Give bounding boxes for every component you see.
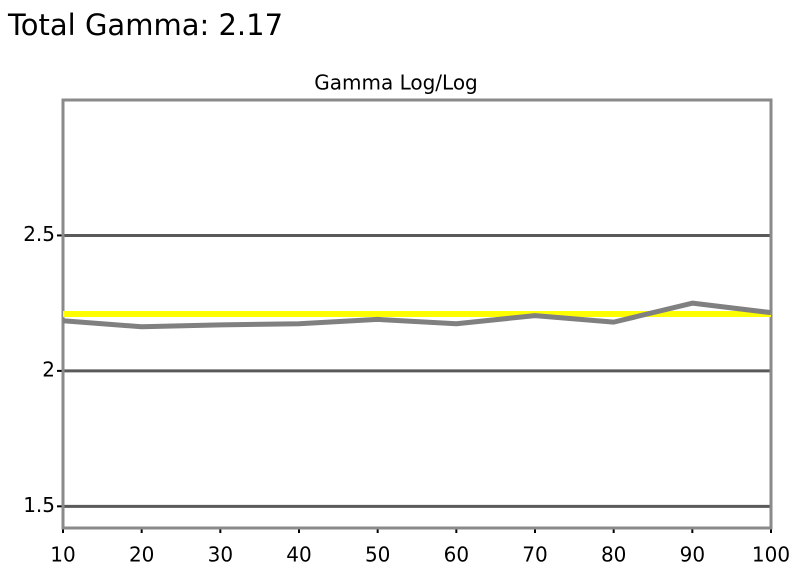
x-tick-label: 20	[129, 543, 154, 567]
y-tick-label: 1.5	[23, 493, 55, 517]
y-tick-label: 2.5	[23, 222, 55, 246]
heading: Total Gamma: 2.17	[7, 8, 283, 42]
x-tick-label: 80	[601, 543, 626, 567]
x-tick-label: 90	[680, 543, 705, 567]
x-tick-label: 30	[208, 543, 233, 567]
x-tick-label: 40	[286, 543, 311, 567]
y-tick-label: 2	[42, 357, 55, 381]
x-tick-label: 70	[522, 543, 547, 567]
x-tick-label: 50	[365, 543, 390, 567]
x-tick-label: 10	[50, 543, 75, 567]
chart-title: Gamma Log/Log	[314, 71, 478, 95]
x-tick-label: 100	[752, 543, 790, 567]
x-tick-label: 60	[444, 543, 469, 567]
series-line	[62, 300, 772, 330]
